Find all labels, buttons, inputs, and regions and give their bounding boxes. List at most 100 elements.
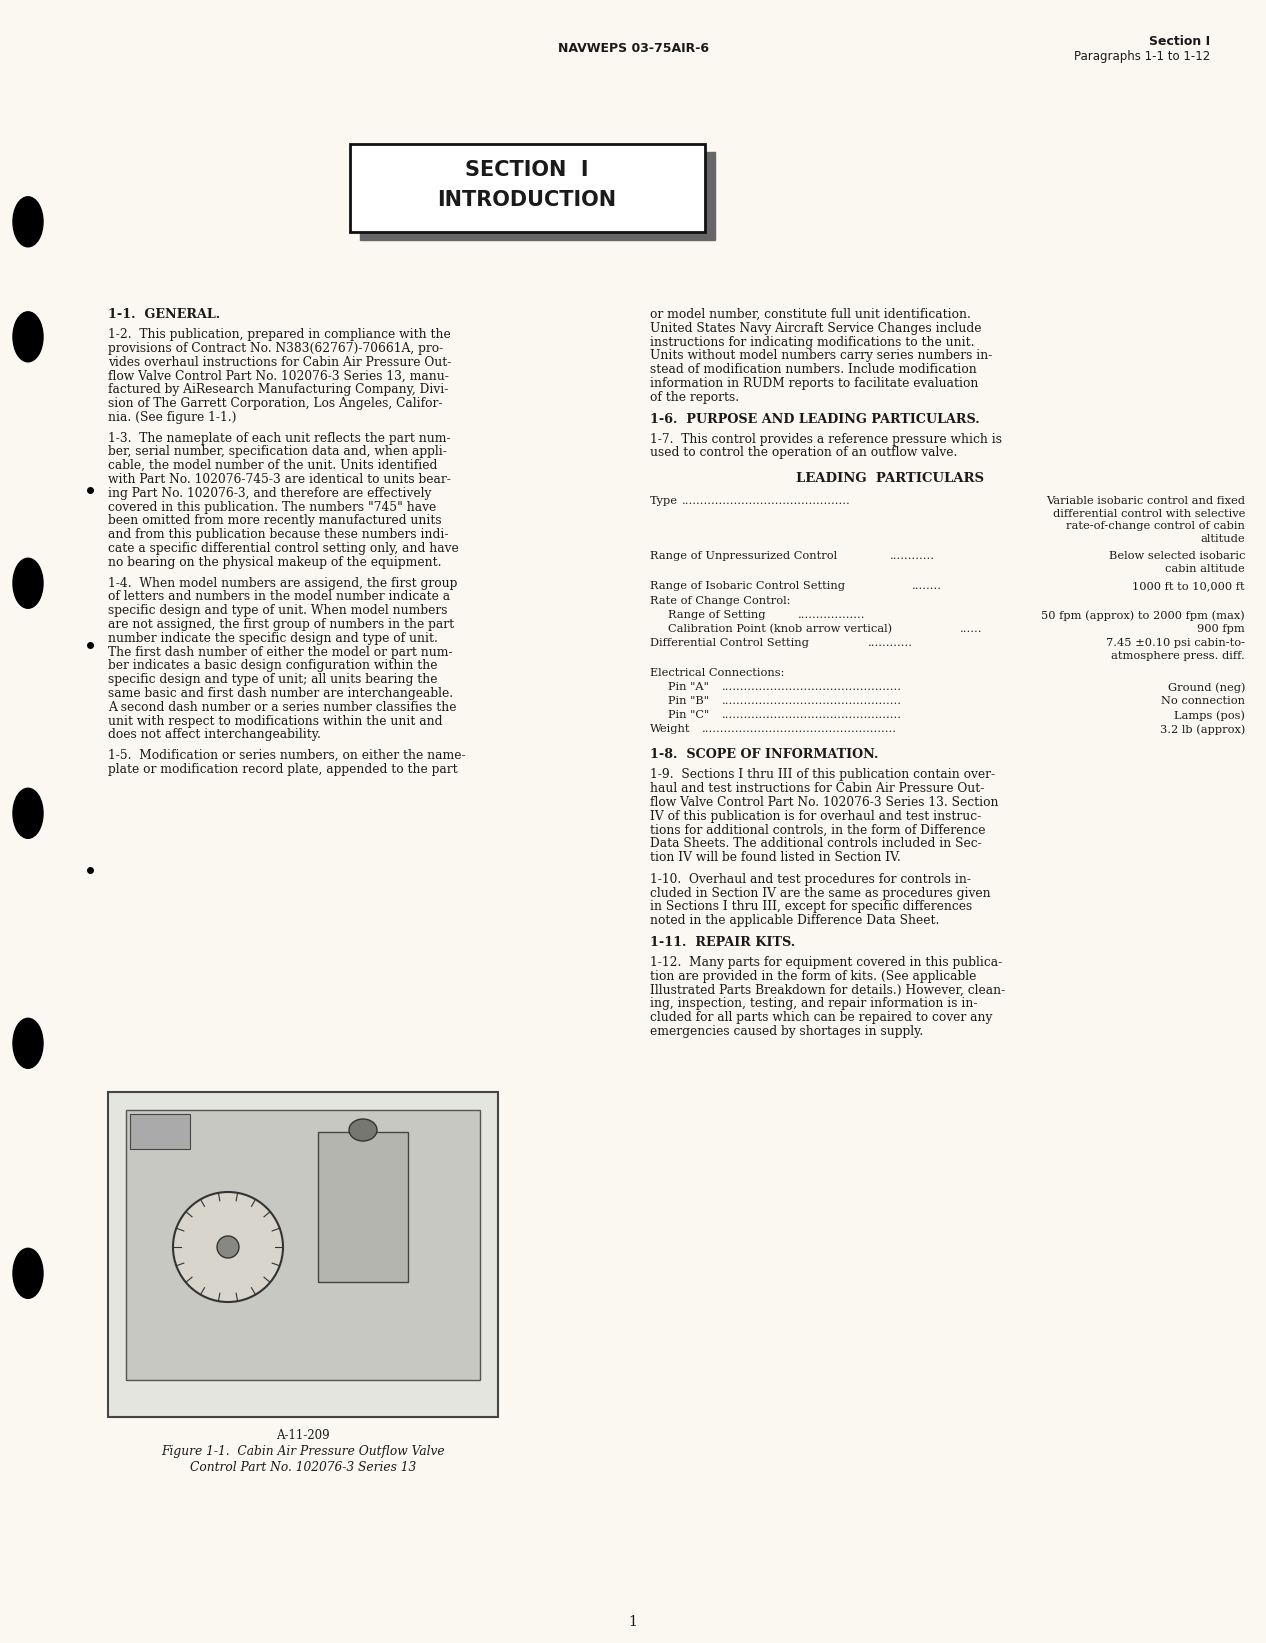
Text: Rate of Change Control:: Rate of Change Control: bbox=[649, 596, 790, 606]
Text: Weight: Weight bbox=[649, 725, 690, 734]
Text: ............: ............ bbox=[890, 550, 936, 562]
Text: cate a specific differential control setting only, and have: cate a specific differential control set… bbox=[108, 542, 458, 555]
Text: instructions for indicating modifications to the unit.: instructions for indicating modification… bbox=[649, 335, 975, 348]
Text: covered in this publication. The numbers "745" have: covered in this publication. The numbers… bbox=[108, 501, 437, 514]
Text: The first dash number of either the model or part num-: The first dash number of either the mode… bbox=[108, 646, 453, 659]
Text: .............................................: ........................................… bbox=[682, 496, 851, 506]
Text: Pin "A": Pin "A" bbox=[668, 682, 709, 692]
Text: in Sections I thru III, except for specific differences: in Sections I thru III, except for speci… bbox=[649, 900, 972, 914]
Text: 1-1.  GENERAL.: 1-1. GENERAL. bbox=[108, 307, 220, 320]
Text: ..................: .................. bbox=[798, 610, 866, 619]
Text: Section I: Section I bbox=[1148, 35, 1210, 48]
Text: 3.2 lb (approx): 3.2 lb (approx) bbox=[1160, 725, 1244, 734]
Text: of letters and numbers in the model number indicate a: of letters and numbers in the model numb… bbox=[108, 590, 451, 603]
Text: atmosphere press. diff.: atmosphere press. diff. bbox=[1112, 651, 1244, 660]
Text: tion are provided in the form of kits. (See applicable: tion are provided in the form of kits. (… bbox=[649, 969, 976, 983]
Text: 1000 ft to 10,000 ft: 1000 ft to 10,000 ft bbox=[1132, 582, 1244, 591]
Bar bbox=[360, 153, 715, 240]
Bar bbox=[108, 1093, 498, 1416]
Text: emergencies caused by shortages in supply.: emergencies caused by shortages in suppl… bbox=[649, 1025, 923, 1038]
Text: ber indicates a basic design configuration within the: ber indicates a basic design configurati… bbox=[108, 659, 438, 672]
Ellipse shape bbox=[13, 312, 43, 361]
Text: 1-2.  This publication, prepared in compliance with the: 1-2. This publication, prepared in compl… bbox=[108, 329, 451, 342]
Text: NAVWEPS 03-75AIR-6: NAVWEPS 03-75AIR-6 bbox=[557, 43, 709, 54]
Text: stead of modification numbers. Include modification: stead of modification numbers. Include m… bbox=[649, 363, 977, 376]
Text: ber, serial number, specification data and, when appli-: ber, serial number, specification data a… bbox=[108, 445, 447, 458]
Text: 7.45 ±0.10 psi cabin-to-: 7.45 ±0.10 psi cabin-to- bbox=[1106, 637, 1244, 649]
Ellipse shape bbox=[13, 1249, 43, 1298]
Text: 1-5.  Modification or series numbers, on either the name-: 1-5. Modification or series numbers, on … bbox=[108, 749, 466, 762]
Text: Data Sheets. The additional controls included in Sec-: Data Sheets. The additional controls inc… bbox=[649, 838, 981, 849]
Text: Range of Setting: Range of Setting bbox=[668, 610, 766, 619]
Text: Figure 1-1.  Cabin Air Pressure Outflow Valve: Figure 1-1. Cabin Air Pressure Outflow V… bbox=[161, 1444, 444, 1457]
Text: 1-9.  Sections I thru III of this publication contain over-: 1-9. Sections I thru III of this publica… bbox=[649, 769, 995, 780]
Text: flow Valve Control Part No. 102076-3 Series 13, manu-: flow Valve Control Part No. 102076-3 Ser… bbox=[108, 370, 449, 383]
Text: plate or modification record plate, appended to the part: plate or modification record plate, appe… bbox=[108, 762, 457, 775]
Text: factured by AiResearch Manufacturing Company, Divi-: factured by AiResearch Manufacturing Com… bbox=[108, 383, 448, 396]
Text: Range of Isobaric Control Setting: Range of Isobaric Control Setting bbox=[649, 582, 844, 591]
Text: differential control with selective: differential control with selective bbox=[1052, 509, 1244, 519]
Text: Illustrated Parts Breakdown for details.) However, clean-: Illustrated Parts Breakdown for details.… bbox=[649, 984, 1005, 997]
Text: of the reports.: of the reports. bbox=[649, 391, 739, 404]
Text: tions for additional controls, in the form of Difference: tions for additional controls, in the fo… bbox=[649, 823, 985, 836]
Text: ........: ........ bbox=[912, 582, 942, 591]
Text: noted in the applicable Difference Data Sheet.: noted in the applicable Difference Data … bbox=[649, 914, 939, 927]
Text: Differential Control Setting: Differential Control Setting bbox=[649, 637, 809, 649]
Text: ................................................: ........................................… bbox=[722, 682, 901, 692]
Text: 1-3.  The nameplate of each unit reflects the part num-: 1-3. The nameplate of each unit reflects… bbox=[108, 432, 451, 445]
Text: and from this publication because these numbers indi-: and from this publication because these … bbox=[108, 527, 448, 541]
Text: haul and test instructions for Cabin Air Pressure Out-: haul and test instructions for Cabin Air… bbox=[649, 782, 985, 795]
Bar bbox=[130, 1114, 190, 1148]
Text: cabin altitude: cabin altitude bbox=[1165, 564, 1244, 573]
Text: specific design and type of unit. When model numbers: specific design and type of unit. When m… bbox=[108, 605, 447, 618]
Ellipse shape bbox=[173, 1193, 284, 1301]
Text: no bearing on the physical makeup of the equipment.: no bearing on the physical makeup of the… bbox=[108, 555, 442, 568]
Text: cluded for all parts which can be repaired to cover any: cluded for all parts which can be repair… bbox=[649, 1010, 993, 1024]
Text: 1: 1 bbox=[628, 1615, 638, 1628]
Text: SECTION  I: SECTION I bbox=[465, 159, 589, 181]
Text: 1-4.  When model numbers are assigend, the first group: 1-4. When model numbers are assigend, th… bbox=[108, 577, 457, 590]
Text: Ground (neg): Ground (neg) bbox=[1167, 682, 1244, 693]
Text: Control Part No. 102076-3 Series 13: Control Part No. 102076-3 Series 13 bbox=[190, 1461, 417, 1474]
Bar bbox=[127, 1111, 480, 1380]
Text: same basic and first dash number are interchangeable.: same basic and first dash number are int… bbox=[108, 687, 453, 700]
Text: Pin "B": Pin "B" bbox=[668, 697, 709, 706]
Text: Lamps (pos): Lamps (pos) bbox=[1174, 710, 1244, 721]
Text: specific design and type of unit; all units bearing the: specific design and type of unit; all un… bbox=[108, 674, 438, 687]
Text: cluded in Section IV are the same as procedures given: cluded in Section IV are the same as pro… bbox=[649, 887, 990, 900]
Text: sion of The Garrett Corporation, Los Angeles, Califor-: sion of The Garrett Corporation, Los Ang… bbox=[108, 398, 443, 411]
Text: ing, inspection, testing, and repair information is in-: ing, inspection, testing, and repair inf… bbox=[649, 997, 977, 1010]
Text: ................................................: ........................................… bbox=[722, 710, 901, 720]
Text: rate-of-change control of cabin: rate-of-change control of cabin bbox=[1066, 521, 1244, 531]
Text: nia. (See figure 1-1.): nia. (See figure 1-1.) bbox=[108, 411, 237, 424]
Ellipse shape bbox=[13, 789, 43, 838]
Text: ......: ...... bbox=[960, 624, 982, 634]
Text: flow Valve Control Part No. 102076-3 Series 13. Section: flow Valve Control Part No. 102076-3 Ser… bbox=[649, 795, 999, 808]
Text: altitude: altitude bbox=[1200, 534, 1244, 544]
Text: No connection: No connection bbox=[1161, 697, 1244, 706]
Text: been omitted from more recently manufactured units: been omitted from more recently manufact… bbox=[108, 514, 442, 527]
Text: ing Part No. 102076-3, and therefore are effectively: ing Part No. 102076-3, and therefore are… bbox=[108, 486, 432, 499]
Text: 1-11.  REPAIR KITS.: 1-11. REPAIR KITS. bbox=[649, 937, 795, 950]
Text: United States Navy Aircraft Service Changes include: United States Navy Aircraft Service Chan… bbox=[649, 322, 981, 335]
Text: IV of this publication is for overhaul and test instruc-: IV of this publication is for overhaul a… bbox=[649, 810, 981, 823]
Text: Range of Unpressurized Control: Range of Unpressurized Control bbox=[649, 550, 837, 562]
Text: 1-7.  This control provides a reference pressure which is: 1-7. This control provides a reference p… bbox=[649, 432, 1001, 445]
Text: 50 fpm (approx) to 2000 fpm (max): 50 fpm (approx) to 2000 fpm (max) bbox=[1041, 610, 1244, 621]
Text: information in RUDM reports to facilitate evaluation: information in RUDM reports to facilitat… bbox=[649, 376, 979, 389]
Text: or model number, constitute full unit identification.: or model number, constitute full unit id… bbox=[649, 307, 971, 320]
Text: provisions of Contract No. N383(62767)-70661A, pro-: provisions of Contract No. N383(62767)-7… bbox=[108, 342, 443, 355]
Text: 1-10.  Overhaul and test procedures for controls in-: 1-10. Overhaul and test procedures for c… bbox=[649, 872, 971, 886]
Bar bbox=[318, 1132, 408, 1282]
Text: ............: ............ bbox=[868, 637, 913, 649]
Ellipse shape bbox=[216, 1236, 239, 1259]
Text: 1-8.  SCOPE OF INFORMATION.: 1-8. SCOPE OF INFORMATION. bbox=[649, 748, 879, 761]
Ellipse shape bbox=[13, 1019, 43, 1068]
Text: vides overhaul instructions for Cabin Air Pressure Out-: vides overhaul instructions for Cabin Ai… bbox=[108, 355, 452, 368]
Ellipse shape bbox=[13, 559, 43, 608]
Ellipse shape bbox=[349, 1119, 377, 1140]
Text: Pin "C": Pin "C" bbox=[668, 710, 709, 720]
Text: Units without model numbers carry series numbers in-: Units without model numbers carry series… bbox=[649, 350, 993, 363]
Text: ....................................................: ........................................… bbox=[703, 725, 898, 734]
Text: LEADING  PARTICULARS: LEADING PARTICULARS bbox=[796, 472, 984, 485]
